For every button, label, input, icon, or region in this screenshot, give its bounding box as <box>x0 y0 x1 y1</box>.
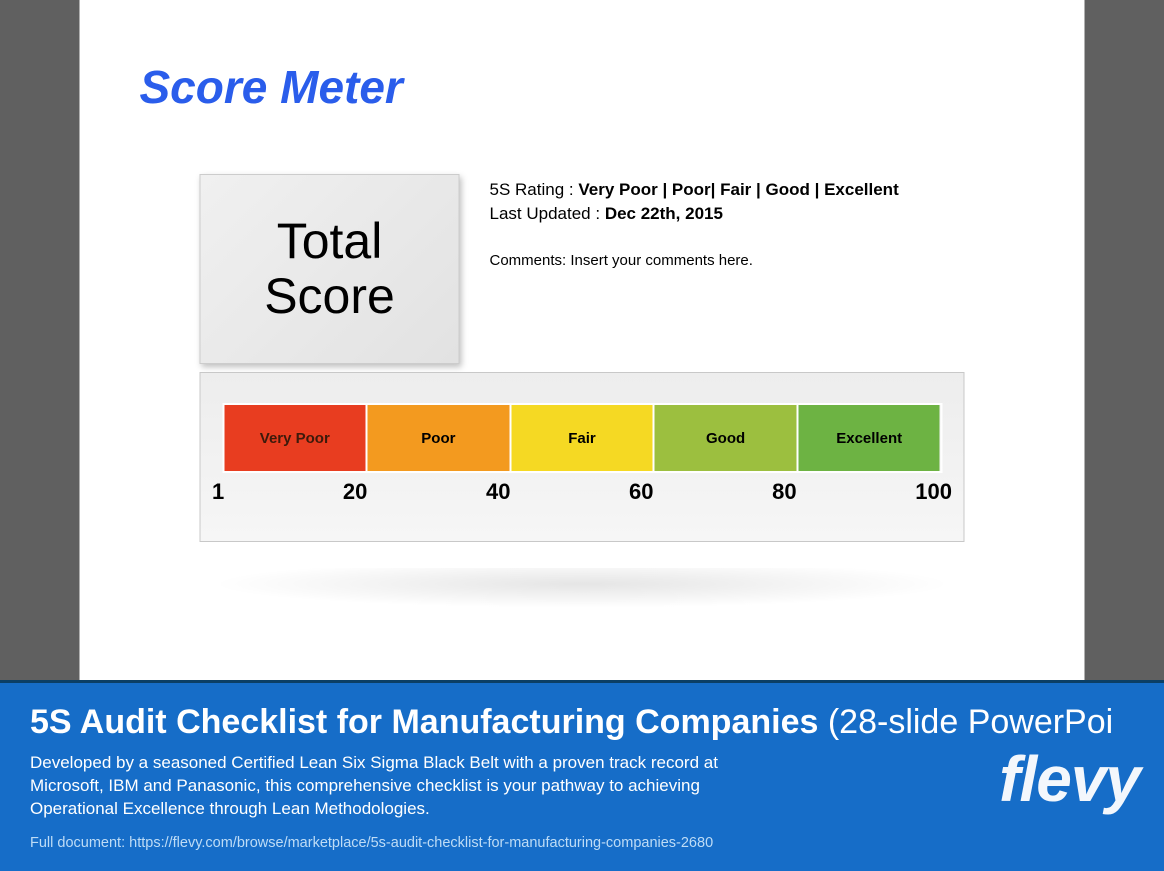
meter-ticks: 1 20 40 60 80 100 <box>212 479 952 505</box>
meter-segment-fair: Fair <box>511 405 655 471</box>
slide-content: Score Meter Total Score 5S Rating : Very… <box>80 0 1085 628</box>
meter-segment-good: Good <box>655 405 799 471</box>
page-root: Score Meter Total Score 5S Rating : Very… <box>0 0 1164 871</box>
updated-line: Last Updated : Dec 22th, 2015 <box>490 204 1025 224</box>
comments-label: Comments: <box>490 252 567 269</box>
flevy-logo: flevy <box>999 742 1140 816</box>
slide-title: Score Meter <box>140 60 1025 114</box>
rating-line: 5S Rating : Very Poor | Poor| Fair | Goo… <box>490 180 1025 200</box>
meter-tick: 20 <box>343 479 367 505</box>
rating-values: Very Poor | Poor| Fair | Good | Excellen… <box>578 180 898 199</box>
meter-tick: 100 <box>915 479 952 505</box>
header-row: Total Score 5S Rating : Very Poor | Poor… <box>140 174 1025 364</box>
meta-column: 5S Rating : Very Poor | Poor| Fair | Goo… <box>490 174 1025 269</box>
meter-segment-poor: Poor <box>368 405 512 471</box>
total-score-text: Total Score <box>264 214 395 324</box>
comments-value: Insert your comments here. <box>570 252 753 269</box>
total-score-line2: Score <box>264 268 395 324</box>
meter-panel: Very PoorPoorFairGoodExcellent 1 20 40 60 80… <box>200 372 965 542</box>
rating-label: 5S Rating : <box>490 180 574 199</box>
banner-description: Developed by a seasoned Certified Lean S… <box>30 752 790 821</box>
banner-title: 5S Audit Checklist for Manufacturing Com… <box>30 703 1134 742</box>
updated-value: Dec 22th, 2015 <box>605 204 723 223</box>
updated-label: Last Updated : <box>490 204 601 223</box>
total-score-line1: Total <box>277 213 383 269</box>
banner-link[interactable]: Full document: https://flevy.com/browse/… <box>30 835 1134 851</box>
comments-line: Comments: Insert your comments here. <box>490 252 1025 269</box>
decorative-shadow-bar <box>210 568 955 608</box>
banner-title-rest: (28-slide PowerPoi <box>818 703 1113 741</box>
meter-tick: 80 <box>772 479 796 505</box>
meter-tick: 40 <box>486 479 510 505</box>
meter-segment-excellent: Excellent <box>798 405 940 471</box>
meter-bars: Very PoorPoorFairGoodExcellent <box>222 403 942 473</box>
meter-tick: 1 <box>212 479 224 505</box>
promo-banner: 5S Audit Checklist for Manufacturing Com… <box>0 680 1164 871</box>
slide: Score Meter Total Score 5S Rating : Very… <box>80 0 1085 680</box>
meter-tick: 60 <box>629 479 653 505</box>
total-score-box: Total Score <box>200 174 460 364</box>
banner-title-bold: 5S Audit Checklist for Manufacturing Com… <box>30 703 818 741</box>
meter-segment-very-poor: Very Poor <box>224 405 368 471</box>
